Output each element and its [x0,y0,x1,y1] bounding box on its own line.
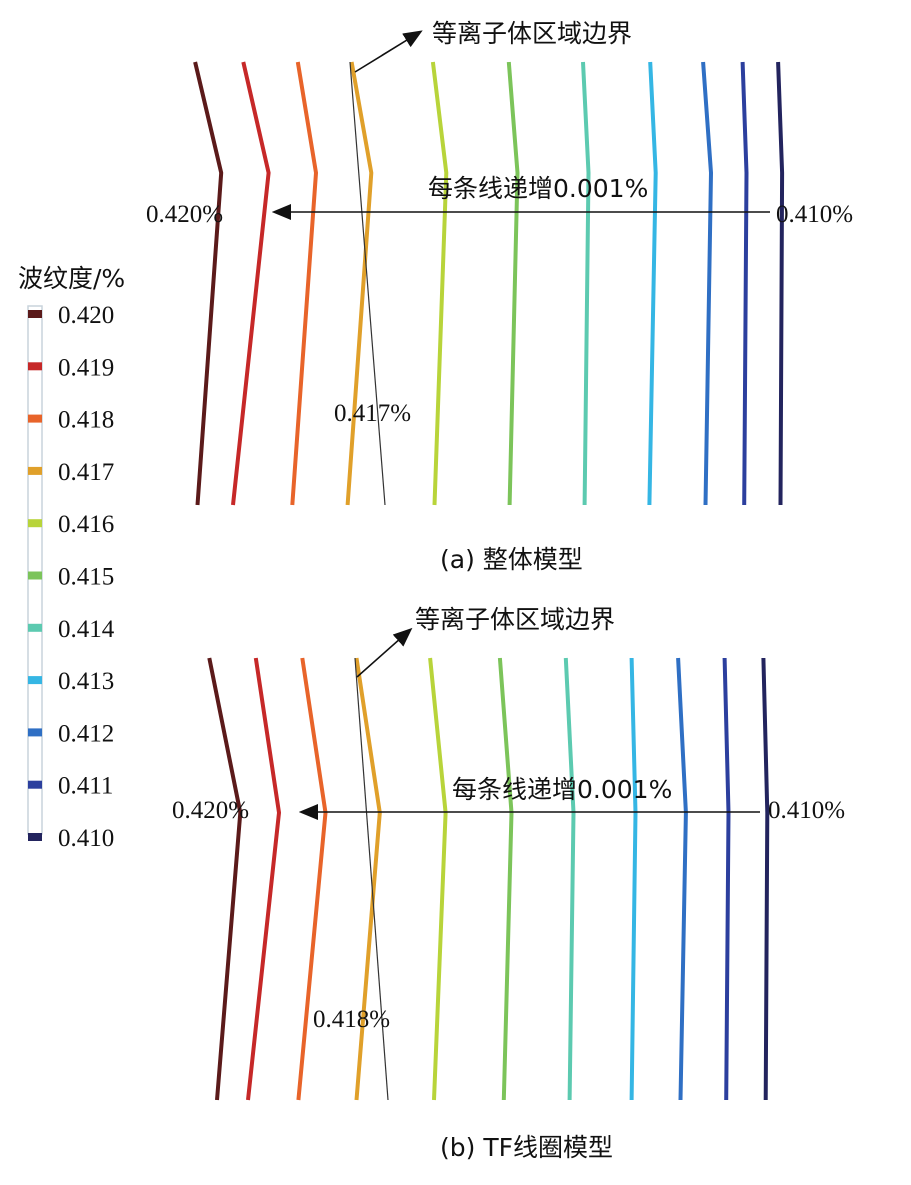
legend-label: 0.419 [58,354,114,381]
panel-a-contour-lines [193,61,785,506]
contour-line-0.415 [497,657,514,1101]
legend-label: 0.411 [58,773,113,800]
contour-line-0.418 [290,61,318,506]
panel-b-plasma-boundary [354,657,389,1101]
panel-b-left-label: 0.420% [172,797,249,824]
legend-swatch [28,571,42,580]
contour-line-0.412 [701,61,713,506]
panel-a-caption: (a) 整体模型 [440,545,583,574]
contour-line-0.414 [563,657,576,1101]
legend-swatch [28,623,42,632]
legend-label: 0.414 [58,616,115,643]
contour-line-0.417 [345,61,374,506]
legend-swatch [28,676,42,685]
colorbar-frame [27,305,43,835]
panel-b-boundary-label: 等离子体区域边界 [415,605,615,634]
contour-line-0.414 [581,61,591,506]
contour-line-0.411 [722,657,731,1101]
legend-swatch [28,414,42,423]
contour-line-0.419 [231,61,271,506]
contour-line-0.415 [506,61,520,506]
contour-line-0.412 [676,657,688,1101]
legend-entries: 0.420 0.419 0.418 0.417 0.416 0.415 0.414 0.413… [28,302,115,852]
panel-a-mid-label: 0.417% [334,400,411,427]
contour-line-0.419 [246,657,281,1101]
panel-b-increment-label: 每条线递增0.001% [452,775,672,804]
contour-line-0.413 [647,61,658,506]
panel-a-increment-label: 每条线递增0.001% [428,174,648,203]
panel-b-contour-lines [207,657,770,1101]
legend-label: 0.417 [58,459,114,486]
legend-swatch [28,833,42,841]
legend-swatch [28,519,42,528]
legend-swatch [28,780,42,789]
contour-line-0.410 [761,657,770,1101]
contour-line-0.411 [740,61,749,506]
legend-label: 0.410 [58,825,114,852]
legend-label: 0.413 [58,668,114,695]
legend-label: 0.420 [58,302,114,329]
colorbar-legend: 波纹度/% 0.420 0.419 0.418 0.417 0.416 0.415 0.41… [18,264,125,852]
panel-b-boundary-arrow [356,627,413,678]
legend-label: 0.415 [58,564,114,591]
contour-line-0.413 [629,657,638,1101]
panel-b-caption: (b) TF线圈模型 [440,1133,613,1162]
legend-swatch [28,466,42,475]
panel-a-boundary-arrow [354,30,423,73]
contour-line-0.416 [430,61,449,506]
legend-swatch [28,310,42,318]
panel-a: 等离子体区域边界 每条线递增0.001% 0.420% 0.410% 0.417… [146,19,853,574]
legend-swatch [28,362,42,371]
panel-a-boundary-label: 等离子体区域边界 [432,19,632,48]
contour-line-0.416 [428,657,448,1101]
panel-a-right-label: 0.410% [776,201,853,228]
panel-a-left-label: 0.420% [146,201,223,228]
panel-b-mid-label: 0.418% [313,1006,390,1033]
panel-a-plasma-boundary [349,61,386,506]
legend-label: 0.412 [58,720,114,747]
contour-line-0.418 [296,657,328,1101]
legend-title: 波纹度/% [18,264,125,293]
legend-label: 0.416 [58,511,114,538]
contour-line-0.420 [193,61,224,506]
contour-line-0.410 [776,61,785,506]
legend-label: 0.418 [58,407,114,434]
legend-swatch [28,728,42,737]
panel-b: 等离子体区域边界 每条线递增0.001% 0.420% 0.410% 0.418… [172,605,845,1162]
contour-line-0.420 [207,657,243,1101]
panel-b-right-label: 0.410% [768,797,845,824]
